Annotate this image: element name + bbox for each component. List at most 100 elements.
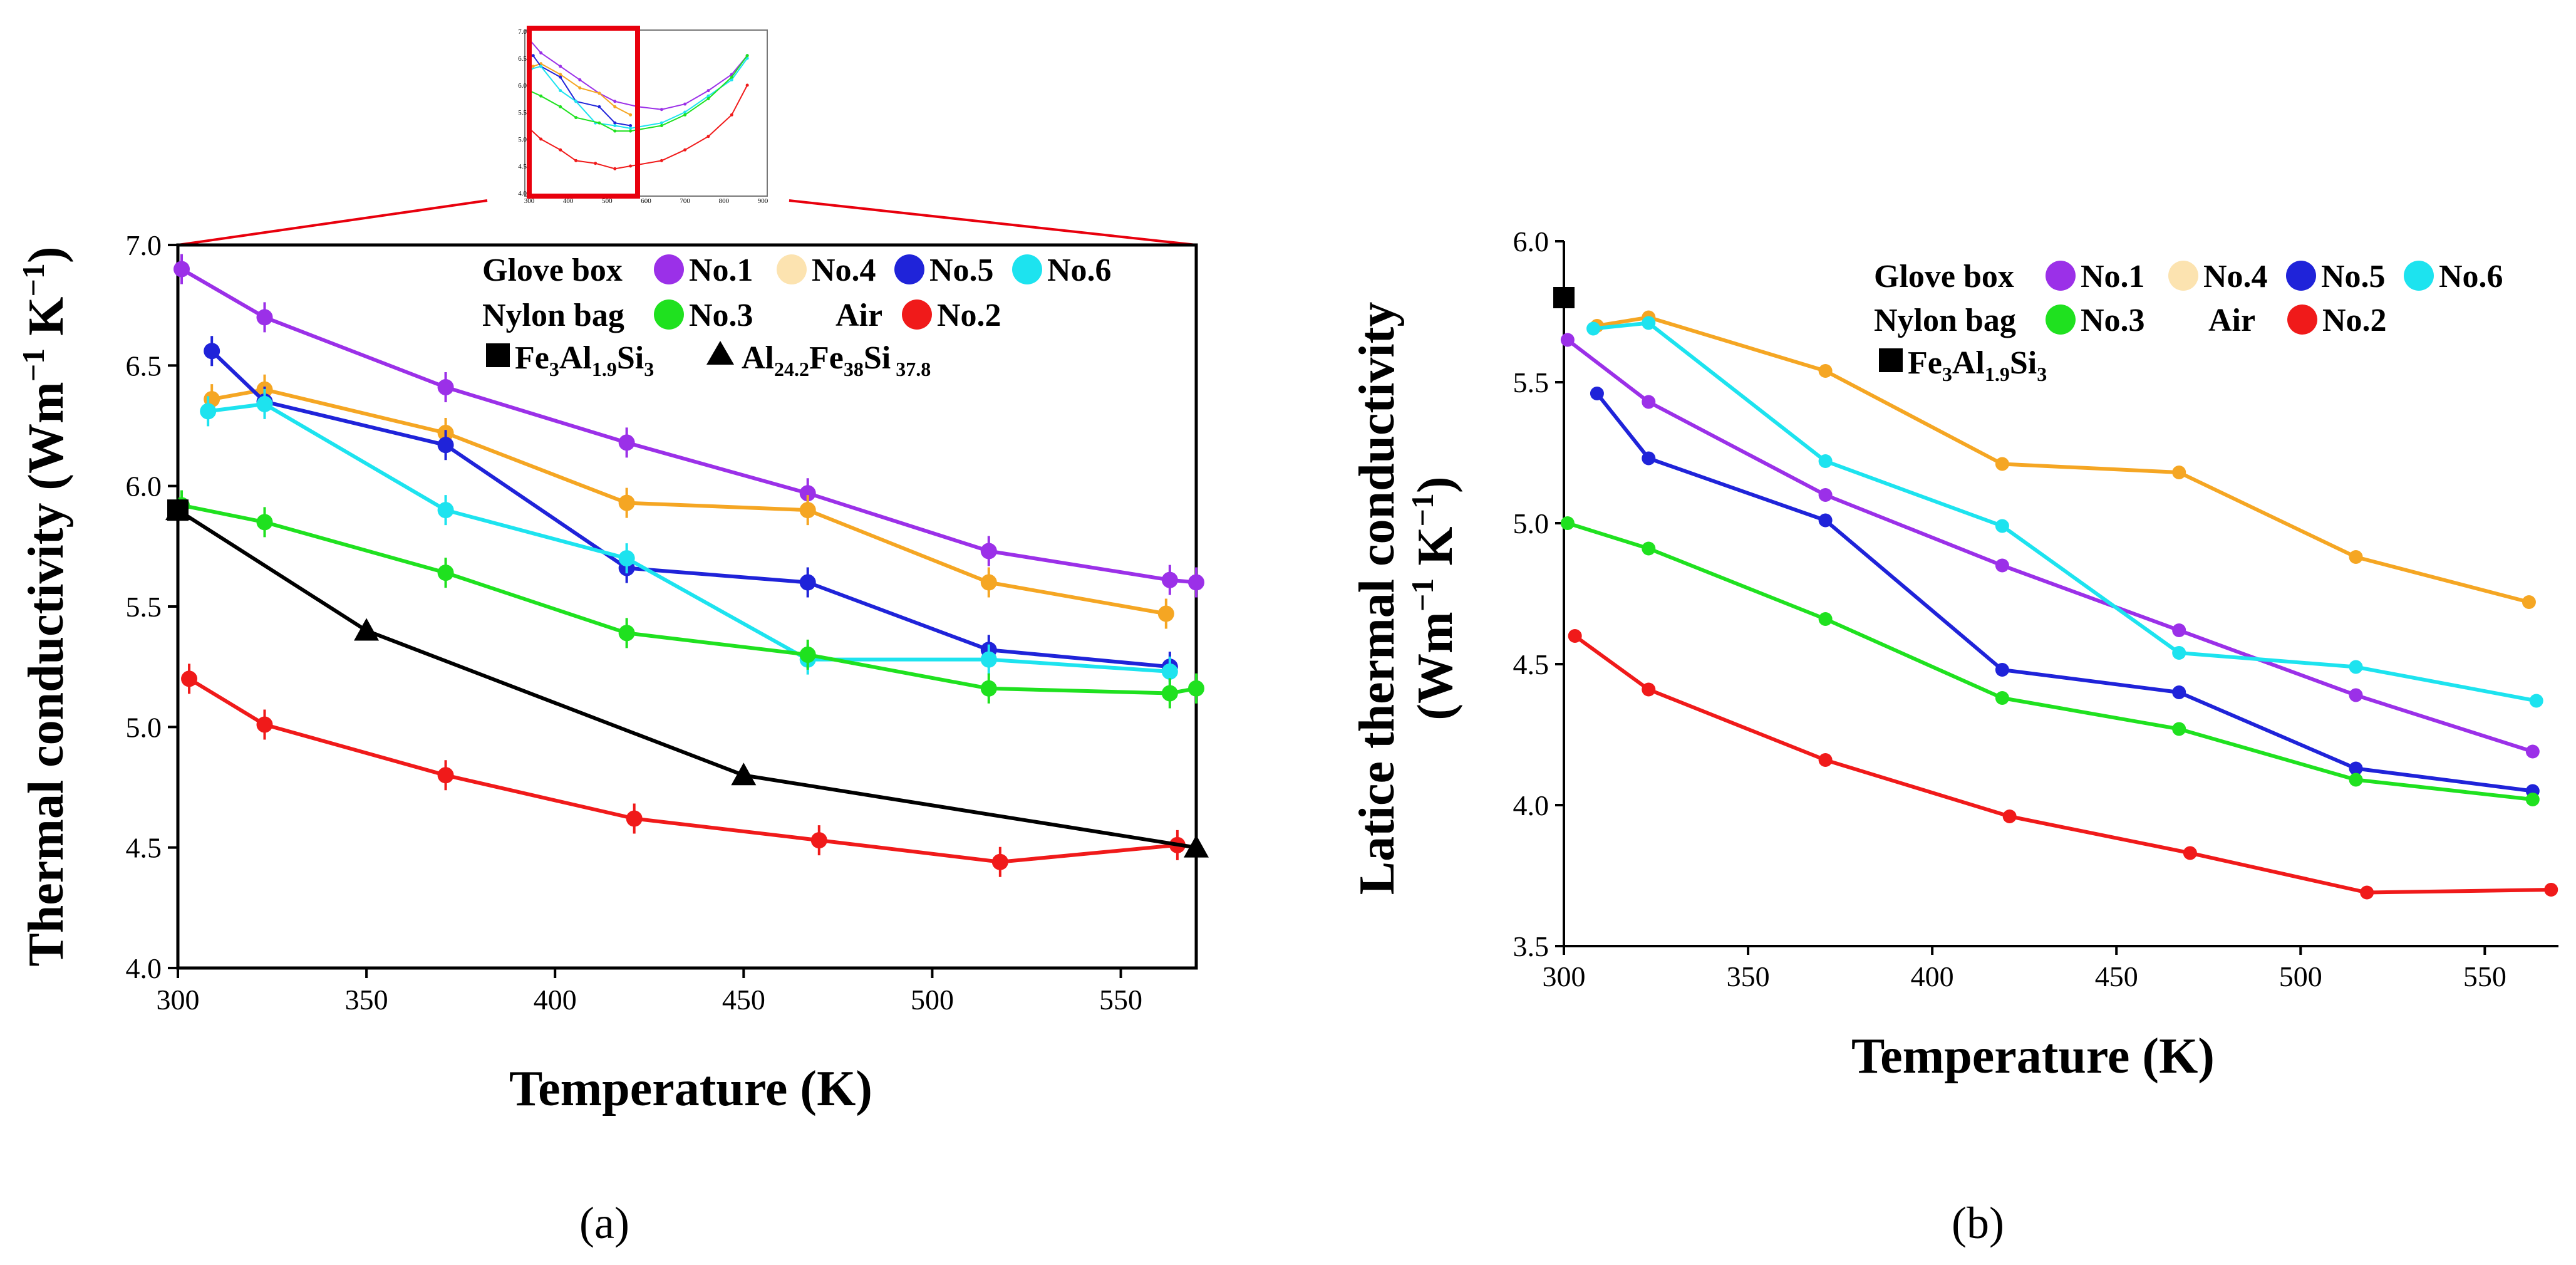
legend-b-label-no4: No.4: [2203, 259, 2268, 294]
data-point: [2172, 623, 2186, 637]
data-point: [618, 550, 635, 567]
data-point: [1188, 574, 1204, 591]
inset-data-point: [559, 148, 562, 152]
data-point: [1818, 753, 1833, 767]
legend-b-group-nylon-bag: Nylon bag: [1874, 303, 2016, 338]
inset-data-point: [613, 124, 617, 127]
y-tick-label: 6.0: [1513, 226, 1549, 258]
series-line: [207, 402, 1170, 674]
legend-marker-no5: [894, 254, 924, 284]
data-point: [1642, 316, 1656, 330]
series-no-1: [1560, 333, 2540, 759]
data-point: [1995, 691, 2009, 705]
x-tick-label: 550: [2463, 960, 2506, 992]
inset-data-point: [613, 167, 617, 170]
inset-data-point: [559, 89, 562, 93]
inset-y-tick-label: 5.0: [518, 136, 527, 143]
inset-data-point: [539, 137, 543, 141]
data-point: [2002, 809, 2017, 823]
data-point: [980, 543, 997, 560]
series-line: [177, 508, 1197, 850]
series-line: [1595, 392, 2533, 793]
data-point: [2172, 646, 2186, 660]
y-tick-label: 6.0: [126, 471, 162, 502]
legend-group-nylon-bag: Nylon bag: [482, 298, 624, 333]
legend-marker-fe3al-square: [486, 343, 510, 367]
inset-x-tick-label: 600: [641, 197, 651, 205]
series-al24-2fe38si37-8: [165, 497, 1209, 858]
b-ref1-fe: Fe: [1908, 345, 1942, 381]
data-point: [437, 502, 454, 519]
legend-b-marker-no3: [2046, 305, 2076, 335]
data-point: [980, 574, 997, 591]
data-point: [1818, 612, 1833, 626]
data-point-triangle: [354, 618, 380, 641]
y-title-end-a: ): [19, 246, 74, 263]
series-no-2: [181, 664, 1186, 877]
inset-series-group: [527, 38, 749, 170]
inset-data-point: [629, 129, 633, 133]
inset-series-line-no6: [530, 58, 748, 129]
data-point: [173, 261, 190, 278]
inset-data-point: [730, 75, 733, 79]
data-point-triangle: [731, 763, 757, 786]
data-point: [1818, 454, 1833, 468]
inset-y-tick-label: 4.0: [518, 190, 527, 197]
legend-label-no2: No.2: [937, 298, 1001, 333]
data-point: [1995, 457, 2009, 471]
inset-data-point: [578, 78, 582, 81]
data-point: [1161, 663, 1178, 680]
legend-a: Glove box No.1 No.4 No.5 No.6 Nylon bag …: [482, 252, 1112, 380]
legend-label-no5: No.5: [929, 252, 994, 288]
y-tick-label: 4.5: [1513, 648, 1549, 680]
x-tick-label: 350: [345, 984, 388, 1016]
data-point: [204, 343, 220, 360]
inset-data-point: [706, 89, 710, 93]
inset-x-tick-label: 500: [602, 197, 613, 205]
inset-data-point: [683, 110, 687, 114]
b-ref1-al: Al: [1952, 345, 1985, 381]
inset-ticks: 300 400 500 600 700 800 900 4.0 4.5 5.0 5.5 6.0 6.5 7…: [518, 28, 768, 205]
legend-label-fe3al: Fe3Al1.9Si3: [515, 340, 654, 380]
y-title-sup1-b: −1: [1405, 578, 1440, 612]
inset-data-point: [613, 100, 617, 103]
y-title-end-b: ): [1408, 476, 1463, 493]
ref2-sub2: 38: [844, 358, 864, 380]
data-point: [1818, 364, 1833, 378]
inset-data-point: [706, 94, 710, 98]
data-point: [1642, 541, 1656, 556]
y-title-sup2-a: −1: [16, 263, 51, 297]
y-tick-label: 4.0: [126, 952, 162, 984]
chart-panel-b: 3.5 4.0 4.5 5.0 5.5 6.0 300 350 400 450 500 550 Te…: [1350, 226, 2558, 1248]
legend-marker-al-triangle: [706, 341, 734, 365]
series-no-6: [200, 388, 1178, 687]
legend-label-no6: No.6: [1047, 252, 1112, 288]
y-title-main-b: (Wm: [1408, 612, 1463, 720]
x-tick-label: 500: [2279, 960, 2322, 992]
x-tick-label: 500: [911, 984, 954, 1016]
legend-b: Glove box No.1 No.4 No.5 No.6 Nylon bag …: [1874, 259, 2503, 385]
inset-x-tick-label: 800: [719, 197, 730, 205]
legend-label-al24: Al24.2Fe38Si 37.8: [742, 340, 931, 380]
inset-data-point: [597, 105, 601, 108]
data-point: [2172, 685, 2186, 699]
x-axis-ticks-a: 300 350 400 450 500 550: [157, 968, 1142, 1016]
x-tick-label: 300: [1543, 960, 1586, 992]
legend-b-marker-fe3al-square: [1879, 348, 1903, 372]
b-ref1-sub1: 3: [1942, 363, 1952, 385]
data-point: [991, 853, 1008, 870]
x-tick-label: 450: [722, 984, 765, 1016]
inset-data-point: [660, 159, 663, 162]
zoom-line-left: [177, 199, 488, 246]
data-point: [256, 514, 273, 531]
y-axis-ticks-b: 3.5 4.0 4.5 5.0 5.5 6.0: [1513, 226, 1564, 962]
inset-y-tick-label: 5.5: [518, 109, 527, 117]
y-tick-label: 7.0: [126, 229, 162, 261]
legend-label-no3: No.3: [689, 298, 753, 333]
legend-label-no1: No.1: [689, 252, 753, 288]
data-point: [810, 832, 827, 849]
data-point: [2172, 722, 2186, 736]
inset-data-point: [730, 78, 733, 81]
inset-data-point: [613, 105, 617, 108]
data-point: [618, 625, 635, 642]
